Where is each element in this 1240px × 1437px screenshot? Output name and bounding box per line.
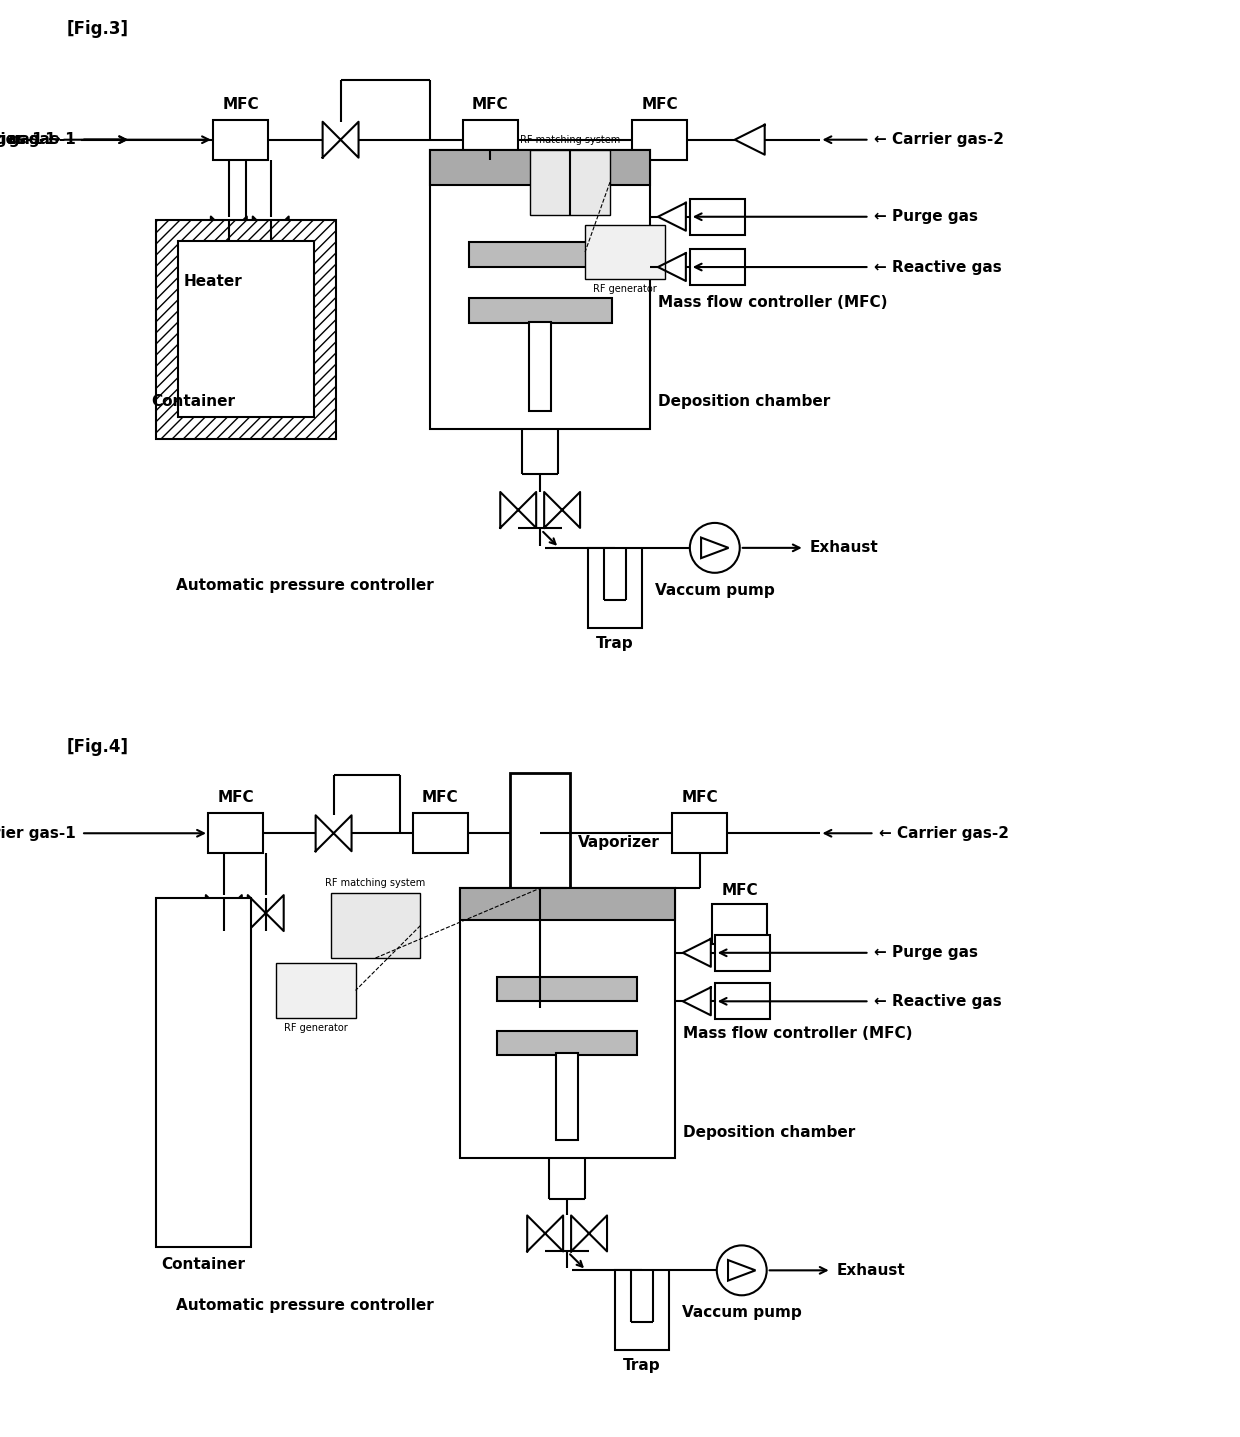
- Text: RF matching system: RF matching system: [520, 135, 620, 145]
- Bar: [469, 297, 611, 323]
- Text: Carrier gas-1 →: Carrier gas-1 →: [0, 132, 61, 147]
- Text: Mass flow controller (MFC): Mass flow controller (MFC): [658, 295, 888, 310]
- Bar: [689, 249, 745, 285]
- Bar: [463, 119, 518, 160]
- Bar: [588, 547, 642, 628]
- Text: Exhaust: Exhaust: [837, 1263, 905, 1277]
- Text: Trap: Trap: [596, 635, 634, 651]
- Text: Carrier gas-1: Carrier gas-1: [0, 132, 56, 147]
- Circle shape: [717, 1246, 766, 1295]
- Bar: [460, 888, 675, 1158]
- Text: RF matching system: RF matching system: [325, 878, 425, 888]
- Text: Carrier gas-1: Carrier gas-1: [0, 132, 76, 147]
- Text: Exhaust: Exhaust: [810, 540, 878, 555]
- Text: ← Reactive gas: ← Reactive gas: [874, 994, 1002, 1009]
- Text: Automatic pressure controller: Automatic pressure controller: [176, 578, 434, 593]
- Bar: [208, 813, 263, 854]
- Text: RF generator: RF generator: [593, 285, 657, 295]
- Text: MFC: MFC: [641, 96, 678, 112]
- Bar: [213, 119, 268, 160]
- Text: Vaporizer: Vaporizer: [578, 835, 660, 849]
- Text: MFC: MFC: [682, 790, 718, 805]
- Text: RF generator: RF generator: [284, 1023, 347, 1033]
- Text: MFC: MFC: [472, 96, 508, 112]
- Bar: [497, 1030, 637, 1055]
- Bar: [585, 224, 665, 279]
- Bar: [689, 198, 745, 234]
- Bar: [177, 241, 314, 417]
- Bar: [510, 773, 570, 933]
- Text: Heater: Heater: [184, 273, 243, 289]
- Bar: [156, 898, 250, 1247]
- Text: [Fig.3]: [Fig.3]: [66, 20, 128, 37]
- Text: ← Purge gas: ← Purge gas: [874, 210, 978, 224]
- Text: Deposition chamber: Deposition chamber: [683, 1125, 856, 1140]
- Bar: [460, 888, 675, 920]
- Text: Carrier gas-1: Carrier gas-1: [0, 826, 76, 841]
- Bar: [714, 983, 770, 1019]
- Bar: [529, 322, 551, 411]
- Polygon shape: [701, 537, 729, 558]
- Bar: [632, 119, 687, 160]
- Text: ← Carrier gas-2: ← Carrier gas-2: [874, 132, 1004, 147]
- Bar: [469, 241, 611, 267]
- Bar: [331, 894, 420, 958]
- Bar: [672, 813, 728, 854]
- Text: MFC: MFC: [722, 882, 758, 898]
- Bar: [557, 1053, 578, 1140]
- Bar: [430, 149, 650, 430]
- Text: ← Reactive gas: ← Reactive gas: [874, 260, 1002, 274]
- Polygon shape: [728, 1260, 755, 1280]
- Bar: [430, 149, 650, 184]
- Text: ← Carrier gas-2: ← Carrier gas-2: [879, 826, 1009, 841]
- Text: Container: Container: [161, 1257, 244, 1272]
- Bar: [714, 935, 770, 971]
- Text: MFC: MFC: [422, 790, 459, 805]
- Bar: [156, 220, 336, 440]
- Bar: [497, 977, 637, 1002]
- Text: Container: Container: [151, 394, 234, 410]
- Text: Automatic pressure controller: Automatic pressure controller: [176, 1298, 434, 1313]
- Bar: [531, 149, 610, 214]
- Text: Mass flow controller (MFC): Mass flow controller (MFC): [683, 1026, 913, 1042]
- Text: MFC: MFC: [217, 790, 254, 805]
- Text: Trap: Trap: [624, 1358, 661, 1374]
- Bar: [615, 1270, 670, 1351]
- Text: ← Purge gas: ← Purge gas: [874, 946, 978, 960]
- Text: Deposition chamber: Deposition chamber: [658, 394, 830, 410]
- Text: Vaccum pump: Vaccum pump: [682, 1305, 801, 1321]
- Bar: [275, 963, 356, 1017]
- Text: Vaccum pump: Vaccum pump: [655, 583, 775, 598]
- Bar: [712, 904, 768, 944]
- Text: [Fig.4]: [Fig.4]: [66, 739, 128, 756]
- Text: MFC: MFC: [222, 96, 259, 112]
- Circle shape: [689, 523, 740, 573]
- Bar: [413, 813, 467, 854]
